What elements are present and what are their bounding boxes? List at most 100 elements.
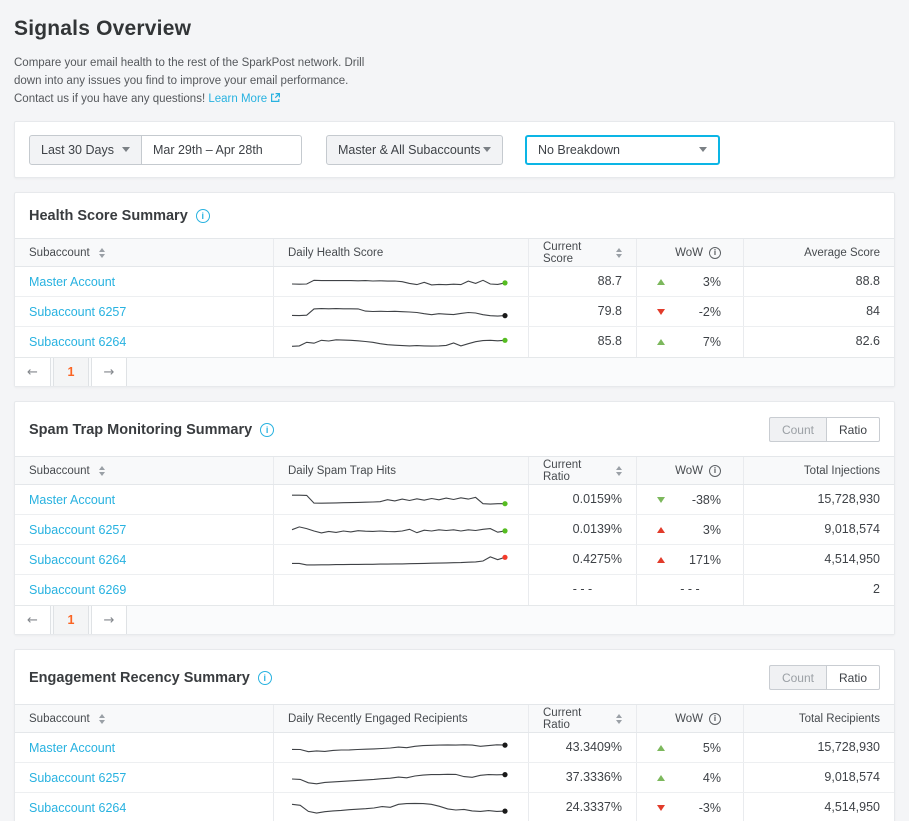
sparkline xyxy=(273,327,528,357)
column-header-current-ratio[interactable]: Current Ratio xyxy=(528,705,636,732)
sort-icon xyxy=(616,714,622,724)
section-title: Health Score Summary xyxy=(29,208,188,224)
count-toggle-button[interactable]: Count xyxy=(769,417,826,442)
engagement-recency-summary-card: Engagement Recency Summary i Count Ratio… xyxy=(14,649,895,821)
learn-more-link[interactable]: Learn More xyxy=(208,93,267,105)
column-header-label: WoW xyxy=(675,713,703,725)
column-header-label: Subaccount xyxy=(29,713,90,725)
subaccount-link[interactable]: Master Account xyxy=(29,741,115,755)
ratio-toggle-button[interactable]: Ratio xyxy=(826,417,880,442)
info-icon[interactable]: i xyxy=(258,671,272,685)
breakdown-select-label: No Breakdown xyxy=(538,143,620,157)
subaccount-link[interactable]: Subaccount 6264 xyxy=(29,801,126,815)
pagination-prev-button[interactable]: ← xyxy=(15,606,51,634)
pagination-page-1-button[interactable]: 1 xyxy=(53,358,89,386)
column-header-label: Current Ratio xyxy=(543,707,607,731)
pagination-page-1-button[interactable]: 1 xyxy=(53,606,89,634)
column-header-label: Average Score xyxy=(804,247,880,259)
info-icon[interactable]: i xyxy=(709,247,721,259)
sort-icon xyxy=(616,466,622,476)
pagination-next-button[interactable]: → xyxy=(91,606,127,634)
table-row: Master Account43.3409%5%15,728,930 xyxy=(15,733,894,763)
sort-icon xyxy=(99,248,105,258)
total-value: 82.6 xyxy=(743,327,894,357)
column-header-subaccount[interactable]: Subaccount xyxy=(15,239,273,266)
page-title: Signals Overview xyxy=(14,17,895,41)
column-header-label: Current Ratio xyxy=(543,459,607,483)
total-value: 2 xyxy=(743,575,894,605)
subaccount-link[interactable]: Subaccount 6264 xyxy=(29,335,126,349)
total-value: 15,728,930 xyxy=(743,485,894,514)
table-row: Subaccount 626485.87%82.6 xyxy=(15,327,894,357)
info-icon[interactable]: i xyxy=(709,465,721,477)
wow-cell: -3% xyxy=(636,793,743,821)
trend-up-icon xyxy=(657,775,665,781)
wow-cell: 171% xyxy=(636,545,743,574)
subaccount-link[interactable]: Subaccount 6269 xyxy=(29,583,126,597)
signals-overview-page: Signals Overview Compare your email heal… xyxy=(0,0,909,821)
wow-value: 5% xyxy=(703,741,721,755)
subaccount-link[interactable]: Master Account xyxy=(29,493,115,507)
date-range-input[interactable] xyxy=(142,135,302,165)
total-value: 15,728,930 xyxy=(743,733,894,762)
page-description: Compare your email health to the rest of… xyxy=(14,54,895,108)
subaccount-link[interactable]: Subaccount 6257 xyxy=(29,523,126,537)
table-row: Subaccount 62570.0139%3%9,018,574 xyxy=(15,515,894,545)
sort-icon xyxy=(99,714,105,724)
total-value: 84 xyxy=(743,297,894,326)
pagination-prev-button[interactable]: ← xyxy=(15,358,51,386)
wow-cell: -38% xyxy=(636,485,743,514)
ratio-toggle-button[interactable]: Ratio xyxy=(826,665,880,690)
column-header-subaccount[interactable]: Subaccount xyxy=(15,457,273,484)
arrow-right-icon: → xyxy=(104,365,115,380)
subaccount-link[interactable]: Subaccount 6264 xyxy=(29,553,126,567)
table-body: Master Account0.0159%-38%15,728,930Subac… xyxy=(15,485,894,605)
current-value: 37.3336% xyxy=(528,763,636,792)
current-value: 0.0159% xyxy=(528,485,636,514)
subaccount-link[interactable]: Subaccount 6257 xyxy=(29,305,126,319)
column-header-current-ratio[interactable]: Current Ratio xyxy=(528,457,636,484)
column-header-subaccount[interactable]: Subaccount xyxy=(15,705,273,732)
arrow-left-icon: ← xyxy=(27,365,38,380)
table-row: Subaccount 626424.3337%-3%4,514,950 xyxy=(15,793,894,821)
table-row: Subaccount 62640.4275%171%4,514,950 xyxy=(15,545,894,575)
subaccounts-select[interactable]: Master & All Subaccounts xyxy=(326,135,503,165)
arrow-left-icon: ← xyxy=(27,613,38,628)
section-title: Spam Trap Monitoring Summary xyxy=(29,422,252,438)
chevron-down-icon xyxy=(699,147,707,152)
column-header-label: Daily Recently Engaged Recipients xyxy=(288,713,468,725)
info-icon[interactable]: i xyxy=(260,423,274,437)
total-value: 9,018,574 xyxy=(743,515,894,544)
filter-bar: Last 30 Days Master & All Subaccounts No… xyxy=(14,121,895,178)
external-link-icon xyxy=(270,92,281,103)
breakdown-select[interactable]: No Breakdown xyxy=(525,135,720,165)
pagination: ← 1 → xyxy=(15,357,894,386)
info-icon[interactable]: i xyxy=(196,209,210,223)
column-header-wow: WoW i xyxy=(636,705,743,732)
total-value: 4,514,950 xyxy=(743,793,894,821)
column-header-label: Current Score xyxy=(543,241,607,265)
chevron-down-icon xyxy=(122,147,130,152)
table-header-row: SubaccountDaily Health ScoreCurrent Scor… xyxy=(15,238,894,267)
column-header-current-score[interactable]: Current Score xyxy=(528,239,636,266)
column-header-wow: WoW i xyxy=(636,457,743,484)
trend-down-icon xyxy=(657,309,665,315)
sparkline xyxy=(273,545,528,574)
current-value: 79.8 xyxy=(528,297,636,326)
subaccount-link[interactable]: Subaccount 6257 xyxy=(29,771,126,785)
sparkline xyxy=(273,575,528,605)
total-value: 88.8 xyxy=(743,267,894,296)
table-header-row: Subaccount Daily Recently Engaged Recipie… xyxy=(15,704,894,733)
pagination-next-button[interactable]: → xyxy=(91,358,127,386)
column-header-label: WoW xyxy=(675,465,703,477)
spam-trap-monitoring-summary-card: Spam Trap Monitoring Summary i Count Rat… xyxy=(14,401,895,635)
subaccount-link[interactable]: Master Account xyxy=(29,275,115,289)
sparkline xyxy=(273,297,528,326)
count-toggle-button[interactable]: Count xyxy=(769,665,826,690)
info-icon[interactable]: i xyxy=(709,713,721,725)
wow-value: -38% xyxy=(692,493,721,507)
table-row: Subaccount 625737.3336%4%9,018,574 xyxy=(15,763,894,793)
relative-date-range-button[interactable]: Last 30 Days xyxy=(29,135,142,165)
arrow-right-icon: → xyxy=(104,613,115,628)
sparkline xyxy=(273,733,528,762)
